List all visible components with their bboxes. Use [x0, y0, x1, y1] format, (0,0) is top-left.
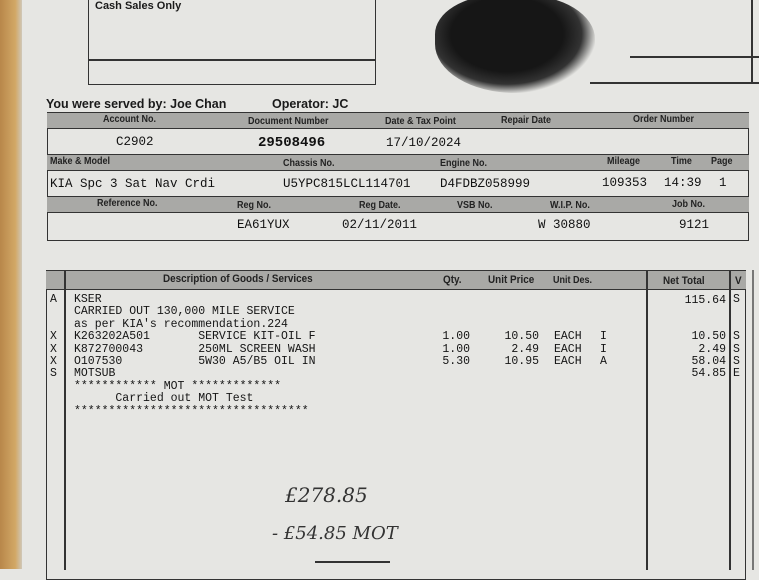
make-model-label: Make & Model	[50, 156, 111, 167]
chassis-no: U5YPC815LCL114701	[283, 177, 411, 191]
cash-sales-label: Cash Sales Only	[95, 0, 182, 12]
wip-no-label: W.I.P. No.	[550, 200, 590, 211]
reg-no: EA61YUX	[237, 218, 290, 232]
item-desc: O107530 5W30 A5/B5 OIL IN	[74, 355, 316, 368]
item-unit: EACH	[554, 355, 582, 368]
item-desc: K263202A501 SERVICE KIT-OIL F	[74, 330, 316, 344]
engine-no-label: Engine No.	[440, 158, 488, 169]
item-code: X	[50, 330, 57, 344]
item-net: 115.64	[684, 294, 726, 307]
document-number-label: Document Number	[248, 116, 329, 127]
divider	[751, 0, 753, 84]
item-unit: EACH	[554, 342, 582, 356]
handwritten-underline	[315, 561, 390, 563]
item-desc: MOTSUB	[74, 367, 116, 381]
divider	[64, 270, 66, 570]
document-number: 29508496	[258, 135, 326, 151]
item-code: S	[50, 367, 57, 381]
item-desc: KSER	[74, 293, 102, 306]
divider	[88, 59, 376, 61]
item-v: S	[733, 293, 740, 306]
vsb-no-label: VSB No.	[457, 200, 493, 211]
page-label: Page	[711, 156, 733, 167]
date-tax-point: 17/10/2024	[386, 136, 462, 150]
header-row	[47, 154, 749, 171]
time-label: Time	[671, 156, 692, 167]
unit-des-header: Unit Des.	[553, 275, 593, 286]
item-qty: 5.30	[442, 355, 470, 368]
item-desc: **********************************	[74, 404, 309, 418]
chassis-no-label: Chassis No.	[283, 158, 335, 169]
item-v: S	[733, 330, 740, 344]
item-v: E	[733, 367, 740, 381]
mileage-label: Mileage	[607, 156, 641, 167]
item-v: S	[733, 355, 740, 368]
reg-date: 02/11/2011	[342, 218, 418, 232]
served-by: You were served by: Joe Chan	[46, 97, 227, 111]
divider	[646, 270, 648, 570]
divider	[729, 270, 731, 570]
handwritten-mot-deduction: - £54.85 MOT	[272, 523, 398, 544]
divider	[752, 270, 754, 570]
item-net: 54.85	[691, 367, 726, 381]
cash-sales-box: Cash Sales Only	[88, 0, 376, 85]
items-header-row	[46, 270, 746, 290]
unit-price-header: Unit Price	[488, 274, 535, 286]
item-price: 2.49	[511, 342, 539, 356]
divider	[590, 82, 759, 84]
item-net: 10.50	[691, 330, 726, 344]
reference-no-label: Reference No.	[97, 198, 158, 209]
net-total-header: Net Total	[663, 275, 705, 287]
item-price: 10.50	[504, 330, 539, 344]
desc-header: Description of Goods / Services	[163, 273, 313, 285]
engine-no: D4FDBZ058999	[440, 177, 531, 191]
account-no: C2902	[116, 135, 154, 149]
item-unitcode: I	[600, 342, 607, 356]
item-unitcode: I	[600, 330, 607, 344]
repair-date-label: Repair Date	[501, 115, 552, 126]
reg-no-label: Reg No.	[237, 200, 272, 211]
item-desc: CARRIED OUT 130,000 MILE SERVICE	[74, 305, 295, 319]
item-code: A	[50, 293, 57, 306]
item-unit: EACH	[554, 330, 582, 344]
order-number-label: Order Number	[633, 114, 695, 125]
dealer-stamp	[435, 0, 595, 93]
item-desc: as per KIA's recommendation.224	[74, 317, 288, 331]
divider	[630, 56, 759, 58]
operator: Operator: JC	[272, 97, 349, 111]
item-desc: Carried out MOT Test	[74, 392, 254, 406]
page: 1	[719, 176, 727, 190]
item-code: X	[50, 355, 57, 368]
reg-date-label: Reg Date.	[359, 200, 401, 211]
item-v: S	[733, 342, 740, 356]
job-no-label: Job No.	[672, 199, 706, 210]
item-qty: 1.00	[442, 330, 470, 344]
item-price: 10.95	[504, 355, 539, 368]
job-no: 9121	[679, 218, 710, 232]
item-unitcode: A	[600, 355, 607, 368]
item-net: 58.04	[691, 355, 726, 368]
item-qty: 1.00	[442, 342, 470, 356]
handwritten-total: £278.85	[285, 483, 368, 507]
header-row	[47, 112, 749, 129]
item-desc: K872700043 250ML SCREEN WASH	[74, 342, 316, 356]
item-desc: ************ MOT *************	[74, 379, 282, 393]
item-net: 2.49	[698, 342, 726, 356]
vat-header: V	[735, 275, 742, 287]
date-tax-point-label: Date & Tax Point	[385, 116, 456, 127]
qty-header: Qty.	[443, 274, 462, 286]
background-surface	[0, 0, 22, 569]
item-code: X	[50, 342, 57, 356]
time: 14:39	[664, 176, 702, 190]
make-model: KIA Spc 3 Sat Nav Crdi	[50, 177, 216, 191]
header-row	[47, 196, 749, 213]
wip-no: W 30880	[538, 218, 591, 232]
mileage: 109353	[602, 176, 648, 190]
account-no-label: Account No.	[103, 114, 157, 125]
